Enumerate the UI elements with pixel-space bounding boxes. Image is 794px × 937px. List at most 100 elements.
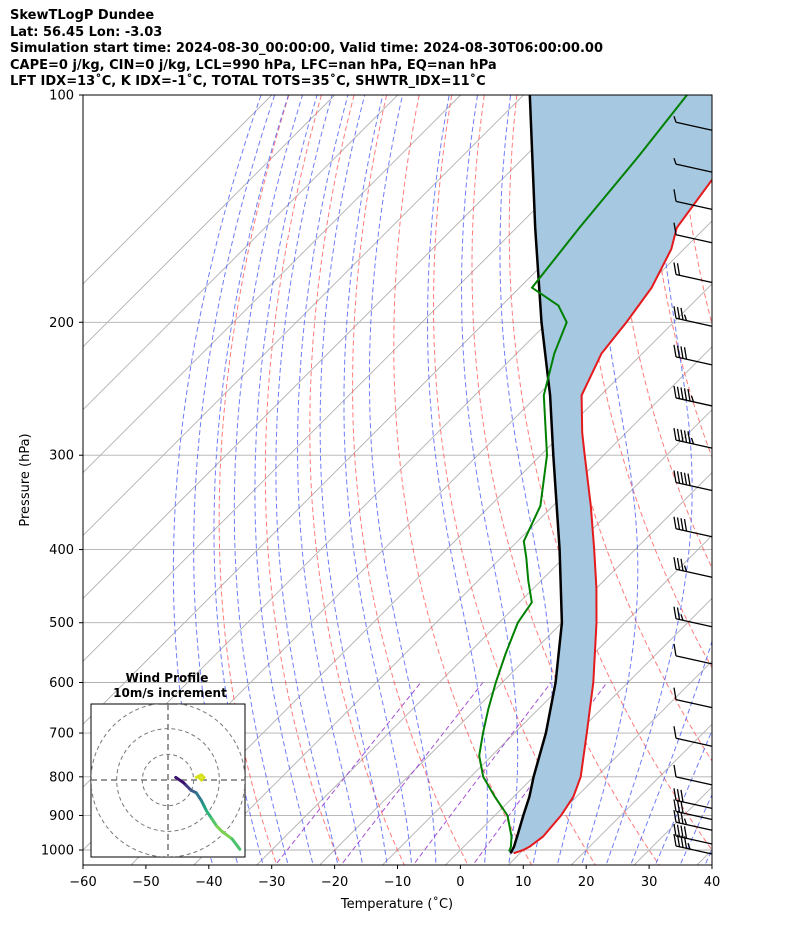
moist-adiabat — [679, 793, 712, 865]
isotherm — [696, 849, 712, 865]
y-tick-label: 600 — [49, 676, 74, 691]
barb-staff — [675, 356, 713, 366]
barb-staff — [675, 121, 713, 131]
barb-staff — [675, 163, 713, 173]
axes: −60 −50 −40 −30 −20 −10 0 10 20 30 40 100 200 300 400 5… — [41, 89, 720, 891]
barb-feather — [673, 788, 677, 801]
barb-staff — [675, 835, 713, 845]
barb-feather — [683, 518, 688, 532]
barb-feather — [680, 346, 684, 359]
moist-adiabat — [213, 95, 289, 865]
isotherm — [83, 95, 273, 285]
barb-feather — [673, 157, 677, 165]
wind-barb — [673, 643, 713, 665]
isotherm — [507, 660, 712, 865]
chart-header: SkewTLogP Dundee Lat: 56.45 Lon: -3.03 S… — [10, 8, 603, 91]
wind-barbs — [673, 116, 713, 855]
dry-adiabat — [309, 95, 405, 865]
barb-feather — [683, 347, 688, 360]
barb-feather — [676, 471, 681, 484]
hodograph-segment — [174, 775, 185, 785]
barb-staff — [675, 439, 713, 449]
barb-feather — [687, 473, 691, 486]
x-tick-label: 20 — [578, 875, 595, 890]
hodograph-segment — [220, 829, 234, 841]
y-tick-label: 900 — [49, 809, 74, 824]
x-tick-label: −10 — [384, 875, 411, 890]
hodograph-upper — [194, 773, 207, 783]
indices-line: LFT IDX=13˚C, K IDX=-1˚C, TOTAL TOTS=35˚… — [10, 74, 486, 89]
x-tick-label: −60 — [69, 875, 96, 890]
isotherm — [83, 95, 399, 411]
wind-barb — [673, 306, 713, 327]
x-tick-label: −40 — [195, 875, 222, 890]
barb-feather — [687, 842, 691, 850]
isotherm — [256, 409, 712, 865]
barb-feather — [690, 395, 695, 403]
moist-adiabat — [460, 95, 519, 865]
barb-feather — [673, 687, 677, 700]
barb-staff — [675, 618, 713, 628]
temperature-line — [513, 178, 712, 855]
y-tick-label: 800 — [49, 770, 74, 785]
barb-feather — [683, 430, 688, 443]
isotherm — [570, 723, 712, 865]
barb-feather — [690, 437, 695, 445]
isotherm — [193, 346, 712, 865]
barb-feather — [680, 800, 684, 814]
barb-feather — [673, 764, 677, 778]
barb-feather — [673, 116, 677, 123]
wind-barb — [673, 726, 713, 747]
barb-feather — [680, 307, 684, 320]
wind-barb — [673, 557, 713, 578]
barb-feather — [673, 643, 677, 656]
x-tick-label: −30 — [258, 875, 285, 890]
barb-feather — [673, 262, 677, 275]
moist-adiabat — [630, 639, 712, 865]
time-line: Simulation start time: 2024-08-30_00:00:… — [10, 41, 603, 56]
moist-adiabat — [499, 95, 553, 865]
isotherm — [83, 95, 524, 537]
barb-staff — [675, 845, 713, 855]
moist-adiabat — [233, 95, 303, 865]
hodograph — [91, 704, 245, 857]
y-tick-label: 1000 — [41, 844, 74, 859]
isotherm — [83, 95, 587, 600]
barb-feather — [676, 800, 681, 813]
isotherm — [83, 95, 336, 348]
barb-feather — [680, 789, 684, 802]
wind-barb — [673, 157, 713, 173]
x-tick-label: 40 — [704, 875, 721, 890]
barb-feather — [673, 516, 677, 529]
barb-feather — [676, 345, 681, 358]
cape-shading — [510, 95, 712, 854]
barb-staff — [675, 397, 713, 407]
barb-feather — [676, 517, 681, 530]
y-axis-label: Pressure (hPa) — [18, 433, 33, 526]
wind-barb — [673, 344, 713, 366]
dry-adiabat — [777, 95, 794, 869]
barb-feather — [673, 222, 677, 235]
wind-barb — [673, 516, 713, 538]
wind-barb — [673, 788, 713, 809]
barb-feather — [673, 306, 677, 319]
wind-barb — [673, 470, 713, 492]
dry-adiabat — [679, 95, 712, 327]
mixing-ratio-line — [340, 682, 484, 865]
x-tick-label: −50 — [132, 875, 159, 890]
barb-staff — [675, 821, 713, 831]
data-lines — [478, 95, 712, 855]
barb-feather — [673, 557, 677, 570]
barb-feather — [680, 471, 684, 485]
x-tick-label: 10 — [515, 875, 532, 890]
y-tick-label: 200 — [49, 316, 74, 331]
y-tick-label: 500 — [49, 616, 74, 631]
wind-barb — [673, 116, 713, 131]
barb-staff — [675, 810, 713, 821]
moist-adiabat — [343, 95, 413, 865]
barb-feather — [680, 825, 684, 838]
hodograph-segment — [205, 809, 214, 820]
wind-barb — [673, 764, 713, 786]
wind-barb — [673, 823, 713, 845]
wind-profile-inset: Wind Profile 10m/s increment — [90, 671, 246, 858]
